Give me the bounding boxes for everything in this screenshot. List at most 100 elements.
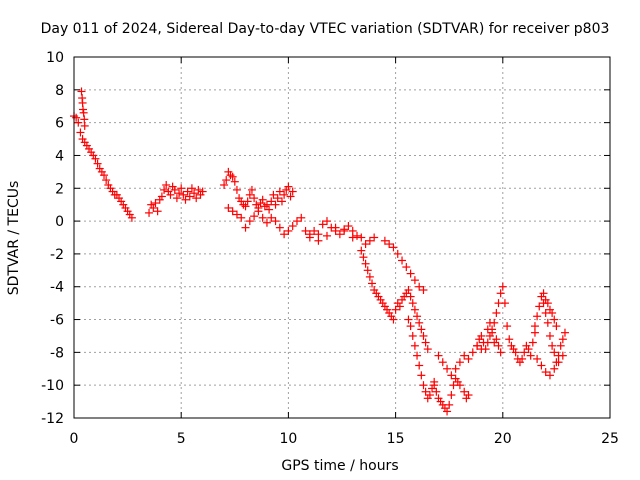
data-point [232,210,241,219]
data-point [292,217,301,226]
y-tick-label: -2 [50,247,64,263]
data-point [77,87,86,96]
data-point [301,226,310,235]
data-point [545,371,554,380]
data-point [447,371,456,380]
data-point [408,299,417,308]
data-point [443,364,452,373]
data-point [245,217,254,226]
data-point [243,197,252,206]
data-point [419,381,428,390]
data-point [500,299,509,308]
data-point [541,368,550,377]
data-point [76,128,85,137]
data-point [550,315,559,324]
data-point [430,381,439,390]
data-point [417,325,426,334]
data-point [127,213,136,222]
data-point [398,256,407,265]
data-point [406,292,415,301]
data-point [548,308,557,317]
data-point [526,351,535,360]
data-point [447,391,456,400]
data-point [162,180,171,189]
data-point [175,189,184,198]
data-point [267,213,276,222]
data-point [185,192,194,201]
data-point [228,207,237,216]
data-point [406,322,415,331]
data-point [280,230,289,239]
data-point [232,185,241,194]
data-point [314,236,323,245]
data-point [145,208,154,217]
chart-title: Day 011 of 2024, Sidereal Day-to-day VTE… [41,21,610,37]
data-point [79,105,88,114]
data-point [402,263,411,272]
plot-frame [73,56,611,419]
y-tick-label: -12 [41,411,64,427]
y-tick-label: 10 [46,50,64,66]
data-point [179,190,188,199]
data-point [80,121,89,130]
data-point [269,190,278,199]
y-tick-label: -6 [50,313,64,329]
data-point [505,335,514,344]
data-point [415,318,424,327]
data-point [455,358,464,367]
data-point [275,187,284,196]
data-point [228,172,237,181]
data-point [288,222,297,231]
data-point [275,223,284,232]
data-point [357,246,366,255]
data-point [498,282,507,291]
data-point [363,266,372,275]
data-point [543,318,552,327]
data-point [280,190,289,199]
data-point [558,335,567,344]
data-point [404,286,413,295]
data-point [237,213,246,222]
data-point [419,286,428,295]
x-tick-label: 5 [177,431,186,447]
data-point [220,180,229,189]
data-point [310,226,319,235]
data-point [554,358,563,367]
data-point [357,233,366,242]
data-point [305,230,314,239]
data-point [518,354,527,363]
data-point [348,233,357,242]
data-point [344,222,353,231]
data-point [160,185,169,194]
data-point [74,118,83,127]
data-point [370,233,379,242]
y-tick-label: -8 [50,345,64,361]
data-point [262,218,271,227]
data-point [494,341,503,350]
data-point [284,226,293,235]
data-point [485,318,494,327]
data-point [198,187,207,196]
data-point [353,231,362,240]
data-point [483,325,492,334]
x-tick-label: 0 [70,431,79,447]
data-point [157,192,166,201]
data-point [254,207,263,216]
data-point [455,381,464,390]
data-point [153,207,162,216]
data-point [460,351,469,360]
data-point [503,322,512,331]
data-point [556,341,565,350]
data-point [438,358,447,367]
data-point [511,348,520,357]
data-point [410,276,419,285]
data-point [170,185,179,194]
data-point [250,194,259,203]
data-point [361,259,370,268]
data-point [533,354,542,363]
data-point [533,312,542,321]
data-point [535,302,544,311]
data-point [468,348,477,357]
data-point [492,308,501,317]
